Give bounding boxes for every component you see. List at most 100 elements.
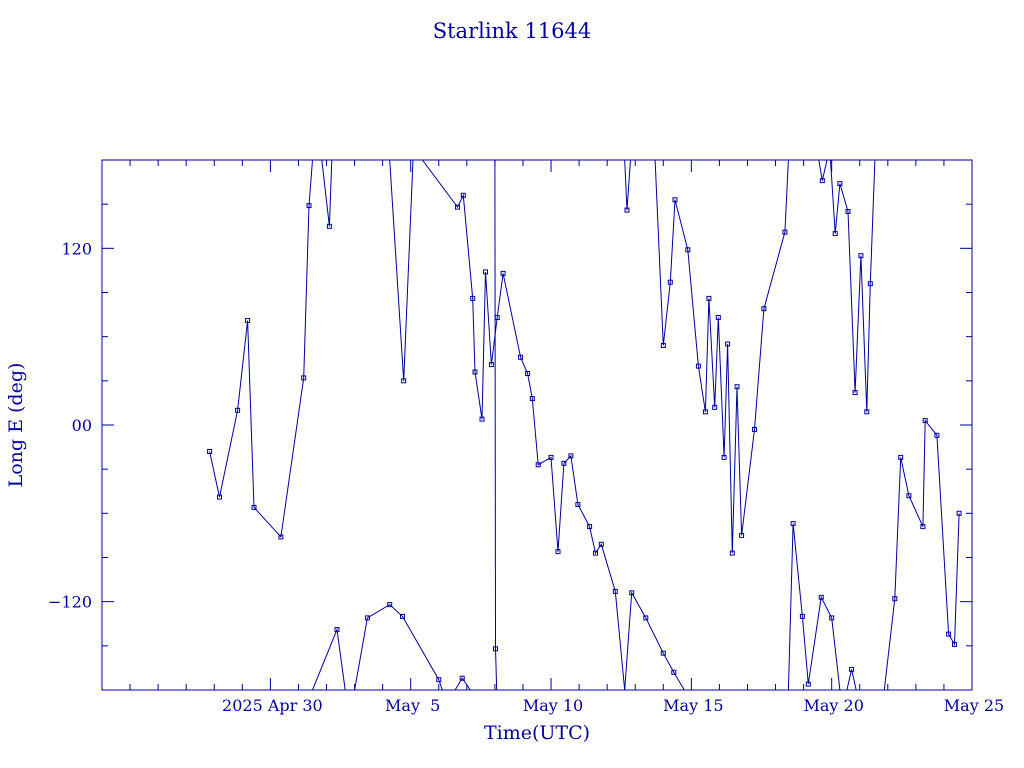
data-point	[934, 432, 940, 438]
data-point	[529, 396, 535, 401]
data-point	[898, 454, 904, 460]
data-point	[612, 588, 618, 594]
data-point	[460, 192, 466, 198]
data-point	[858, 253, 864, 259]
data-point	[849, 666, 855, 672]
data-point	[729, 550, 735, 556]
data-point	[207, 449, 213, 454]
series-line	[654, 160, 789, 554]
data-point	[500, 270, 506, 276]
y-axis-label: Long E (deg)	[5, 363, 27, 488]
data-point	[702, 409, 708, 415]
data-point	[400, 613, 405, 619]
data-point	[387, 602, 393, 608]
data-point	[245, 318, 251, 323]
series-line	[209, 160, 313, 539]
y-tick-label: 120	[61, 239, 92, 258]
series-line	[421, 160, 626, 690]
series-lines	[209, 160, 960, 690]
data-point	[952, 641, 957, 647]
data-point	[483, 269, 488, 275]
data-point	[906, 493, 912, 499]
data-point	[401, 378, 407, 384]
series-line	[494, 160, 498, 690]
data-point	[436, 677, 442, 683]
data-point	[867, 281, 873, 287]
data-point	[956, 510, 962, 516]
data-point	[459, 675, 465, 681]
data-point	[470, 295, 476, 301]
data-point	[518, 354, 524, 360]
data-point	[555, 549, 561, 555]
series-line	[454, 677, 471, 690]
data-point	[761, 306, 767, 312]
data-point	[685, 247, 691, 253]
x-tick-label: 2025 Apr 30	[222, 696, 323, 715]
chart-title: Starlink 11644	[433, 19, 592, 43]
plot-frame	[101, 159, 973, 691]
data-point	[706, 295, 712, 301]
data-point	[725, 341, 731, 347]
series-line	[846, 669, 857, 690]
data-point	[326, 223, 332, 229]
data-point	[715, 315, 721, 320]
data-point	[479, 416, 485, 422]
y-tick-label: 00	[72, 416, 92, 435]
series-line	[830, 160, 876, 412]
series-line	[624, 160, 631, 211]
data-point	[301, 375, 307, 381]
x-tick-label: May 15	[663, 696, 723, 715]
series-line	[321, 160, 333, 227]
data-point	[643, 615, 649, 621]
data-point	[364, 615, 370, 621]
data-point	[672, 197, 678, 203]
data-point	[712, 404, 718, 410]
data-point	[799, 613, 805, 619]
series-line	[312, 627, 346, 690]
series-line	[389, 160, 414, 381]
axis-ticks	[101, 159, 973, 691]
data-point	[864, 409, 870, 415]
data-point	[334, 627, 340, 633]
data-point	[472, 369, 478, 375]
data-point	[629, 590, 635, 596]
x-axis-label: Time(UTC)	[484, 722, 590, 744]
x-tick-labels: 2025 Apr 30 May 5 May 10 May 15 May 20 May 25	[222, 696, 1004, 715]
data-point	[568, 453, 574, 459]
data-point	[734, 384, 740, 390]
data-point	[845, 209, 851, 214]
x-tick-label: May 25	[944, 696, 1004, 715]
data-point	[739, 532, 745, 538]
x-tick-label: May 5	[385, 696, 440, 715]
data-point	[525, 371, 531, 376]
data-point	[752, 426, 757, 432]
data-point	[535, 462, 541, 468]
data-point	[837, 181, 843, 187]
data-point	[695, 363, 701, 369]
data-point	[782, 229, 788, 235]
data-point	[805, 681, 811, 687]
data-point	[306, 203, 312, 209]
data-point	[892, 596, 898, 602]
data-point	[575, 502, 581, 507]
data-point	[251, 504, 257, 510]
data-point	[852, 390, 858, 396]
data-point	[660, 650, 666, 656]
data-point	[829, 615, 835, 621]
data-point	[721, 454, 727, 460]
series-markers	[207, 178, 962, 687]
series-line	[624, 591, 685, 690]
data-point	[548, 454, 554, 460]
data-point	[494, 315, 500, 320]
data-point	[946, 631, 952, 637]
data-point	[593, 550, 598, 556]
data-series	[207, 160, 962, 690]
data-point	[832, 231, 838, 237]
data-point	[455, 204, 460, 210]
x-tick-label: May 20	[803, 696, 863, 715]
data-point	[818, 594, 824, 600]
data-point	[493, 646, 498, 652]
series-line	[818, 160, 828, 181]
y-tick-labels: −120 00 120	[48, 239, 92, 611]
